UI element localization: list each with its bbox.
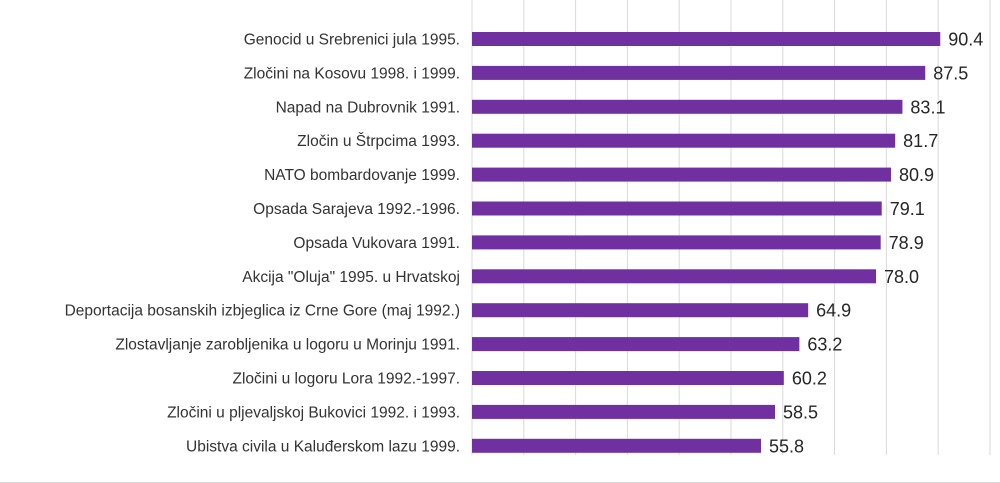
category-label: Zlostavljanje zarobljenika u logoru u Mo… bbox=[115, 337, 460, 354]
value-label: 81.7 bbox=[903, 131, 938, 151]
category-label: Zločini u pljevaljskoj Bukovici 1992. i … bbox=[167, 404, 460, 421]
bar bbox=[472, 133, 896, 148]
bar bbox=[472, 303, 809, 318]
bar bbox=[472, 99, 903, 114]
bar bbox=[472, 404, 776, 419]
value-label: 63.2 bbox=[807, 335, 842, 355]
category-label: Deportacija bosanskih izbjeglica iz Crne… bbox=[65, 303, 460, 320]
bars-group: Genocid u Srebrenici jula 1995. 90.4 Zloči… bbox=[65, 30, 984, 457]
category-label: NATO bombardovanje 1999. bbox=[264, 167, 460, 184]
value-label: 64.9 bbox=[816, 301, 851, 321]
bar bbox=[472, 65, 926, 80]
bar bbox=[472, 269, 877, 284]
value-label: 90.4 bbox=[948, 30, 983, 50]
value-label: 78.9 bbox=[889, 233, 924, 253]
category-label: Opsada Sarajeva 1992.-1996. bbox=[253, 201, 460, 218]
bar bbox=[472, 167, 892, 182]
category-label: Genocid u Srebrenici jula 1995. bbox=[244, 32, 460, 49]
value-label: 55.8 bbox=[769, 436, 804, 456]
bar bbox=[472, 337, 800, 352]
category-label: Ubistva civila u Kaluđerskom lazu 1999. bbox=[186, 438, 460, 455]
value-label: 80.9 bbox=[899, 165, 934, 185]
value-label: 83.1 bbox=[910, 97, 945, 117]
value-label: 87.5 bbox=[933, 63, 968, 83]
category-label: Opsada Vukovara 1991. bbox=[293, 235, 460, 252]
value-label: 60.2 bbox=[792, 369, 827, 389]
value-label: 78.0 bbox=[884, 267, 919, 287]
category-label: Zločini u logoru Lora 1992.-1997. bbox=[233, 371, 460, 388]
bar bbox=[472, 371, 784, 385]
category-label: Napad na Dubrovnik 1991. bbox=[276, 99, 460, 116]
value-label: 79.1 bbox=[890, 199, 925, 219]
bar bbox=[472, 32, 941, 46]
category-label: Zločin u Štrpcima 1993. bbox=[297, 133, 460, 150]
bar bbox=[472, 201, 882, 216]
bar bbox=[472, 235, 881, 250]
category-label: Zločini na Kosovu 1998. i 1999. bbox=[244, 65, 460, 82]
value-label: 58.5 bbox=[783, 402, 818, 422]
bar bbox=[472, 438, 762, 453]
category-label: Akcija "Oluja" 1995. u Hrvatskoj bbox=[242, 269, 460, 286]
